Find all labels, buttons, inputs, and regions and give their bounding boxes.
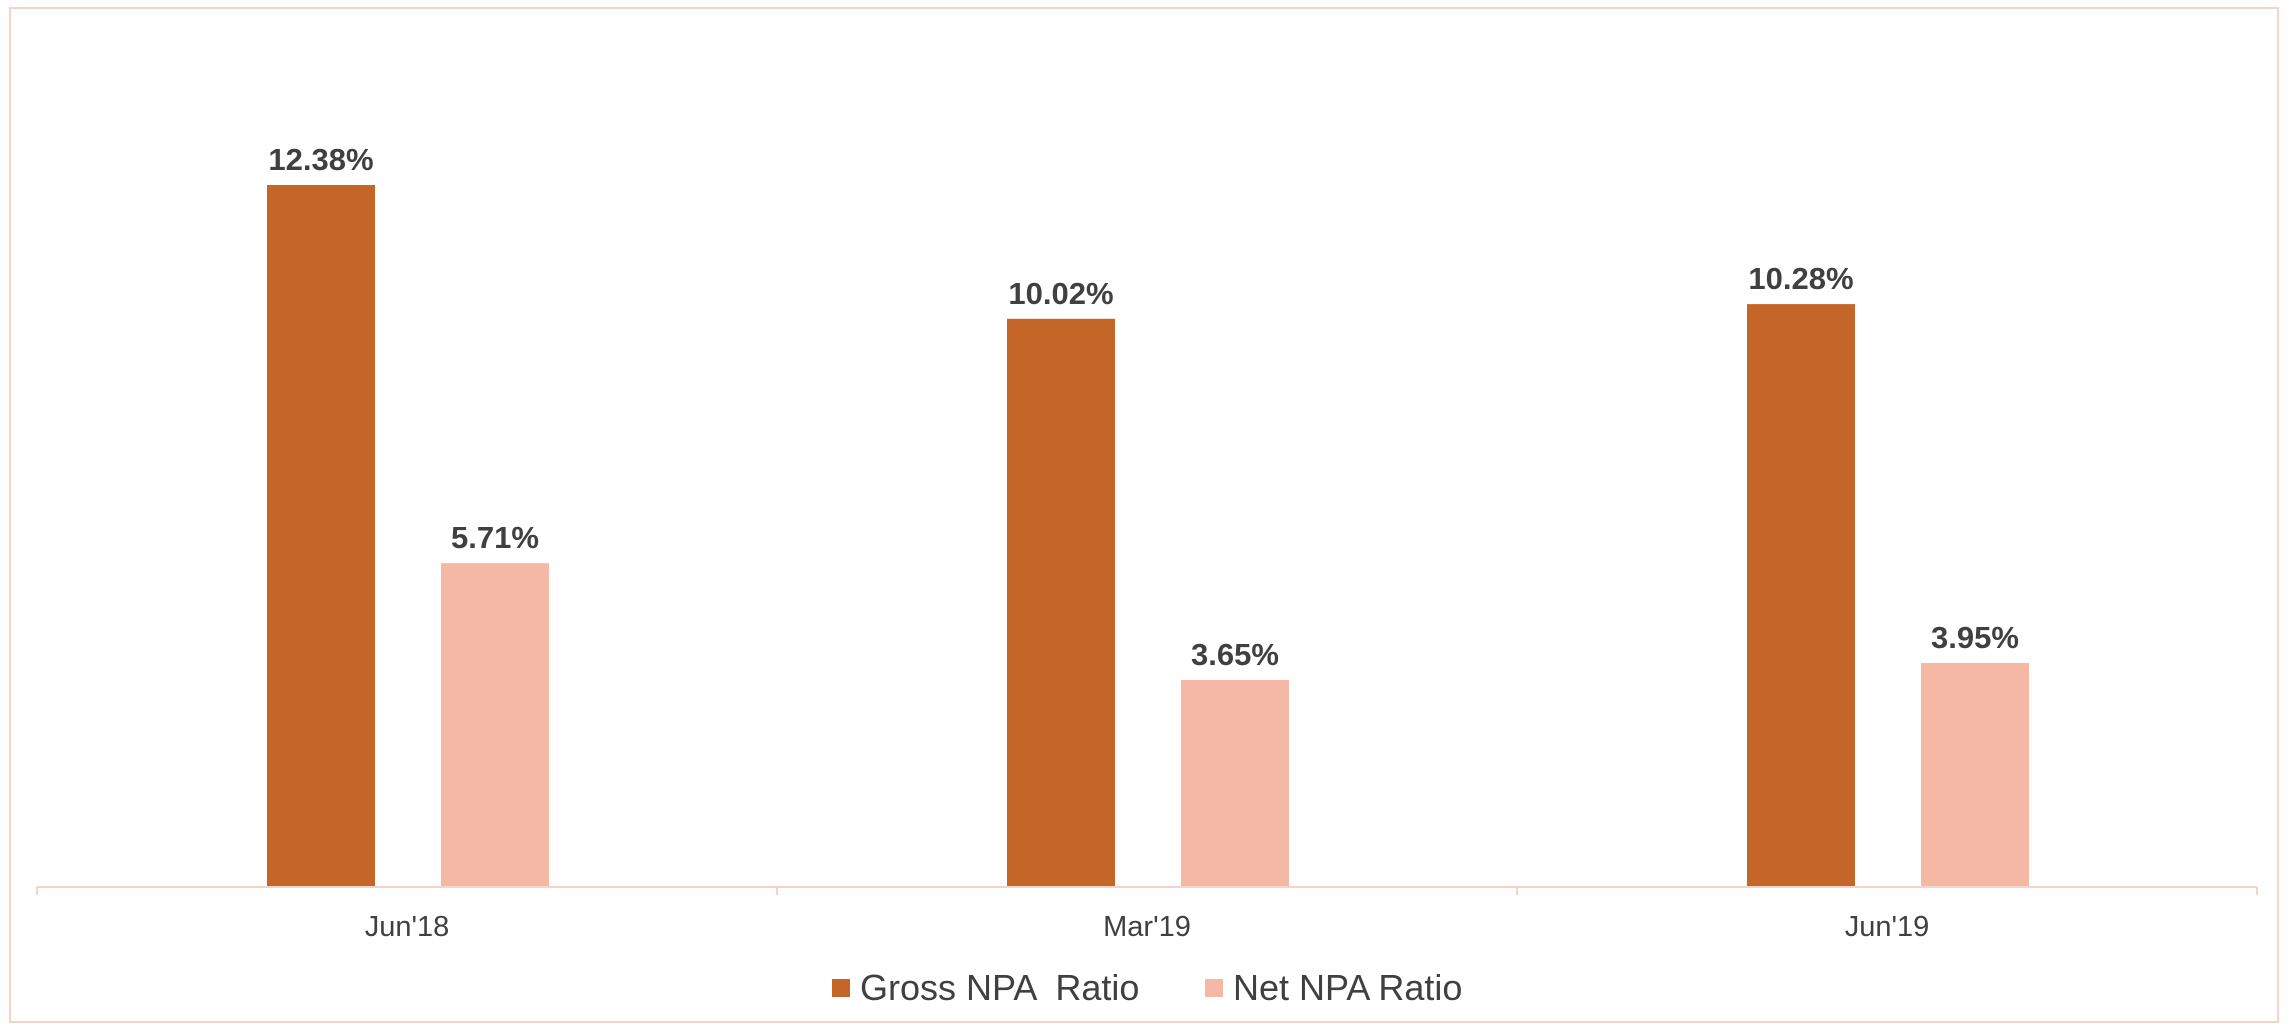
chart-frame — [9, 7, 2279, 1023]
x-axis — [36, 886, 2258, 895]
x-tick-label-2: Mar'19 — [1103, 911, 1191, 943]
x-tick-label-1: Jun'18 — [365, 911, 450, 943]
legend-swatch-gross — [832, 979, 850, 997]
bar-gross-2 — [1007, 318, 1115, 887]
value-label-gross-1: 12.38% — [268, 142, 373, 177]
bar-net-3 — [1921, 663, 2029, 887]
legend-swatch-net — [1205, 979, 1223, 997]
legend: Gross NPA Ratio Net NPA Ratio — [832, 967, 1462, 1008]
x-tick-labels: Jun'18 Mar'19 Jun'19 — [365, 911, 1930, 943]
bar-gross-3 — [1747, 304, 1855, 888]
value-labels-layer: 12.38% 5.71% 10.02% 3.65% 10.28% 3.95% — [268, 142, 2019, 672]
value-label-net-2: 3.65% — [1191, 637, 1279, 672]
legend-label-gross: Gross NPA Ratio — [860, 967, 1139, 1008]
value-label-gross-3: 10.28% — [1748, 261, 1853, 296]
bar-gross-1 — [267, 185, 375, 887]
value-label-net-3: 3.95% — [1931, 620, 2019, 655]
value-label-net-1: 5.71% — [451, 520, 539, 555]
bars-layer — [267, 185, 2029, 888]
bar-net-2 — [1181, 680, 1289, 887]
bar-net-1 — [441, 563, 549, 887]
value-label-gross-2: 10.02% — [1008, 276, 1113, 311]
x-tick-label-3: Jun'19 — [1845, 911, 1930, 943]
legend-label-net: Net NPA Ratio — [1233, 967, 1462, 1008]
